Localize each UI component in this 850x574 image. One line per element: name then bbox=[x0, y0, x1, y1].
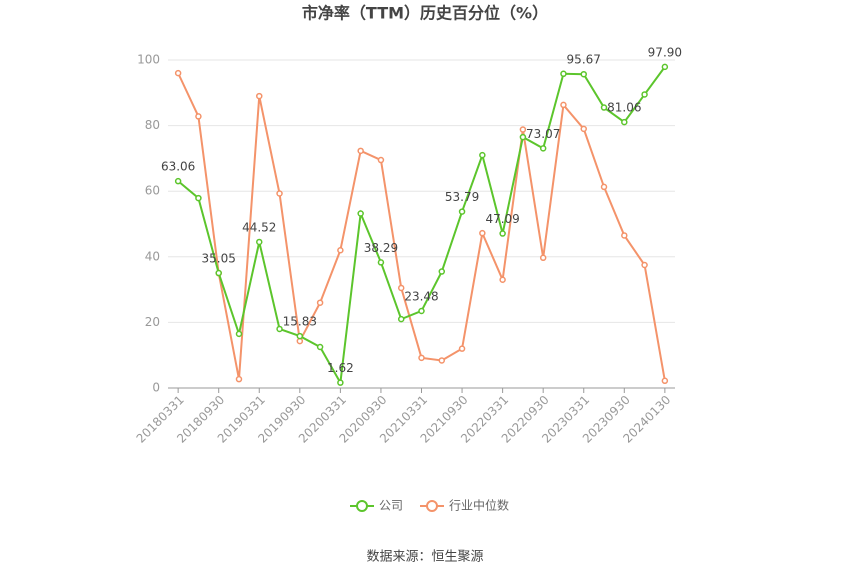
point bbox=[661, 377, 669, 385]
point bbox=[458, 345, 466, 352]
point bbox=[377, 259, 385, 266]
data-label: 23.48 bbox=[404, 289, 438, 303]
point bbox=[600, 104, 608, 111]
y-tick-label: 20 bbox=[145, 315, 160, 329]
data-label: 15.83 bbox=[283, 315, 317, 329]
point bbox=[235, 375, 243, 383]
chart-title: 市净率（TTM）历史百分位（%） bbox=[302, 4, 548, 23]
point bbox=[296, 337, 304, 345]
point bbox=[256, 238, 263, 246]
point bbox=[337, 379, 344, 386]
point bbox=[316, 299, 324, 306]
legend-marker bbox=[356, 500, 368, 512]
point bbox=[438, 268, 446, 275]
point bbox=[418, 354, 425, 362]
point bbox=[357, 147, 364, 155]
y-tick-label: 80 bbox=[145, 118, 160, 132]
point bbox=[397, 284, 405, 292]
data-label: 35.05 bbox=[202, 252, 236, 266]
point bbox=[458, 208, 466, 215]
data-label: 81.06 bbox=[607, 101, 641, 115]
data-label: 53.79 bbox=[445, 190, 479, 204]
point bbox=[479, 229, 486, 237]
point bbox=[397, 315, 405, 323]
y-tick-label: 40 bbox=[145, 249, 160, 263]
point bbox=[580, 70, 587, 78]
point bbox=[641, 91, 648, 98]
point bbox=[539, 254, 547, 262]
data-label: 73.07 bbox=[526, 127, 560, 141]
legend-marker bbox=[426, 500, 438, 512]
point bbox=[276, 190, 283, 197]
legend-label: 行业中位数 bbox=[449, 498, 509, 513]
data-label: 47.09 bbox=[485, 212, 519, 226]
legend-label: 公司 bbox=[379, 499, 403, 513]
point bbox=[357, 210, 364, 217]
point bbox=[235, 330, 243, 338]
point bbox=[337, 246, 344, 254]
point bbox=[600, 183, 608, 191]
data-label: 44.52 bbox=[242, 220, 276, 234]
point bbox=[195, 113, 202, 120]
point bbox=[499, 230, 506, 237]
point bbox=[499, 276, 506, 284]
point bbox=[661, 63, 669, 71]
point bbox=[621, 232, 628, 239]
data-label: 38.29 bbox=[364, 241, 398, 255]
point bbox=[276, 325, 283, 333]
data-label: 95.67 bbox=[567, 53, 601, 67]
data-label: 63.06 bbox=[161, 160, 195, 174]
point bbox=[519, 126, 527, 133]
data-label: 1.62 bbox=[327, 361, 354, 375]
point bbox=[377, 156, 385, 164]
data-label: 97.90 bbox=[648, 45, 682, 59]
point bbox=[256, 92, 263, 100]
point bbox=[539, 145, 547, 152]
source: 数据来源：恒生聚源 bbox=[366, 550, 483, 565]
point bbox=[560, 70, 567, 78]
point bbox=[641, 261, 648, 269]
y-tick-label: 0 bbox=[152, 381, 160, 395]
point bbox=[215, 269, 222, 277]
point bbox=[519, 133, 527, 141]
point bbox=[174, 177, 182, 185]
point bbox=[560, 101, 567, 109]
point bbox=[479, 151, 486, 159]
point bbox=[621, 118, 628, 126]
point bbox=[580, 125, 587, 133]
y-tick-label: 60 bbox=[145, 184, 160, 198]
point bbox=[174, 69, 182, 77]
point bbox=[316, 343, 324, 351]
point bbox=[195, 194, 202, 202]
point bbox=[418, 307, 425, 315]
y-tick-label: 100 bbox=[137, 53, 160, 67]
point bbox=[296, 332, 304, 340]
point bbox=[438, 357, 446, 364]
